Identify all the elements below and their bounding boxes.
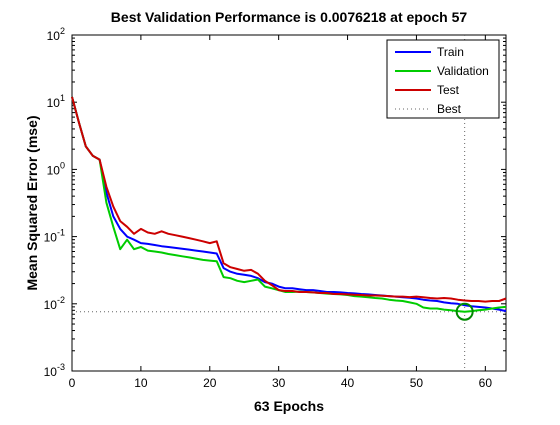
series-lines [71, 96, 507, 313]
x-tick-label: 10 [134, 376, 148, 390]
x-tick-label: 0 [69, 376, 76, 390]
legend-label-validation: Validation [437, 64, 489, 78]
y-tick-label: 100 [47, 160, 65, 177]
y-tick-label: 10-2 [44, 295, 65, 312]
y-axis-label: Mean Squared Error (mse) [24, 115, 40, 290]
x-tick-label: 20 [203, 376, 217, 390]
x-tick-label: 40 [341, 376, 355, 390]
series-line-test [71, 96, 507, 303]
y-tick-label: 101 [47, 93, 65, 110]
x-tick-label: 30 [272, 376, 286, 390]
x-tick-label: 50 [410, 376, 424, 390]
legend-label-train: Train [437, 45, 464, 59]
y-tick-label: 10-3 [44, 362, 65, 379]
series-line-train [71, 96, 507, 313]
x-axis-label: 63 Epochs [254, 398, 324, 414]
legend-label-best: Best [437, 102, 462, 116]
x-tick-label: 60 [479, 376, 493, 390]
chart-title: Best Validation Performance is 0.0076218… [111, 9, 468, 25]
y-axis-ticks: 10-3 10-2 10-1 100 101 102 [44, 26, 506, 379]
x-axis-ticks: 0 10 20 30 40 50 60 [69, 35, 493, 390]
best-marker-group [455, 302, 474, 321]
legend-label-test: Test [437, 83, 460, 97]
y-tick-label: 10-1 [44, 228, 65, 245]
best-marker-circle [455, 302, 474, 321]
legend: Train Validation Test Best [386, 39, 500, 119]
y-tick-label: 102 [47, 26, 65, 43]
